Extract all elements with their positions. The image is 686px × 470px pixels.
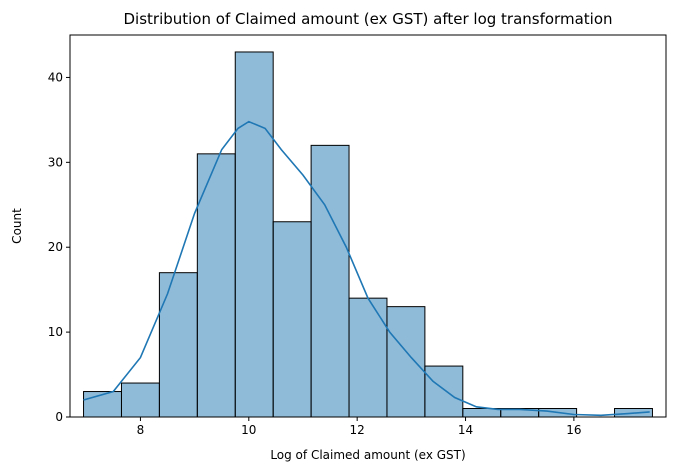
y-tick-label: 0 <box>55 410 63 424</box>
y-tick-label: 30 <box>48 155 63 169</box>
kde-group <box>83 120 650 417</box>
y-tick-label: 10 <box>48 325 63 339</box>
plot-frame <box>69 34 667 418</box>
histogram-bar-5 <box>272 221 312 418</box>
y-axis-ticks: 0 10 20 30 40 <box>48 70 70 424</box>
x-tick-label: 16 <box>566 423 581 437</box>
bars-group <box>83 51 653 418</box>
y-tick-label: 40 <box>48 70 63 84</box>
histogram-bar-7 <box>348 297 388 418</box>
x-tick-label: 8 <box>137 423 145 437</box>
chart-title: Distribution of Claimed amount (ex GST) … <box>123 10 612 28</box>
x-tick-label: 12 <box>350 423 365 437</box>
histogram-bar-3 <box>196 153 236 418</box>
histogram-bar-1 <box>120 382 160 418</box>
histogram-bar-0 <box>83 391 122 418</box>
x-axis-ticks: 8 10 12 14 16 <box>137 417 582 437</box>
histogram-bar-9 <box>424 365 464 418</box>
x-tick-label: 14 <box>458 423 473 437</box>
histogram-bar-4 <box>234 51 274 418</box>
y-axis-label: Count <box>10 208 24 244</box>
histogram-bar-2 <box>158 272 198 418</box>
x-tick-label: 10 <box>241 423 256 437</box>
y-tick-label: 20 <box>48 240 63 254</box>
x-axis-label: Log of Claimed amount (ex GST) <box>270 448 465 462</box>
histogram-bar-6 <box>310 144 350 418</box>
kde-curve <box>83 120 650 417</box>
histogram-bar-8 <box>386 306 426 418</box>
